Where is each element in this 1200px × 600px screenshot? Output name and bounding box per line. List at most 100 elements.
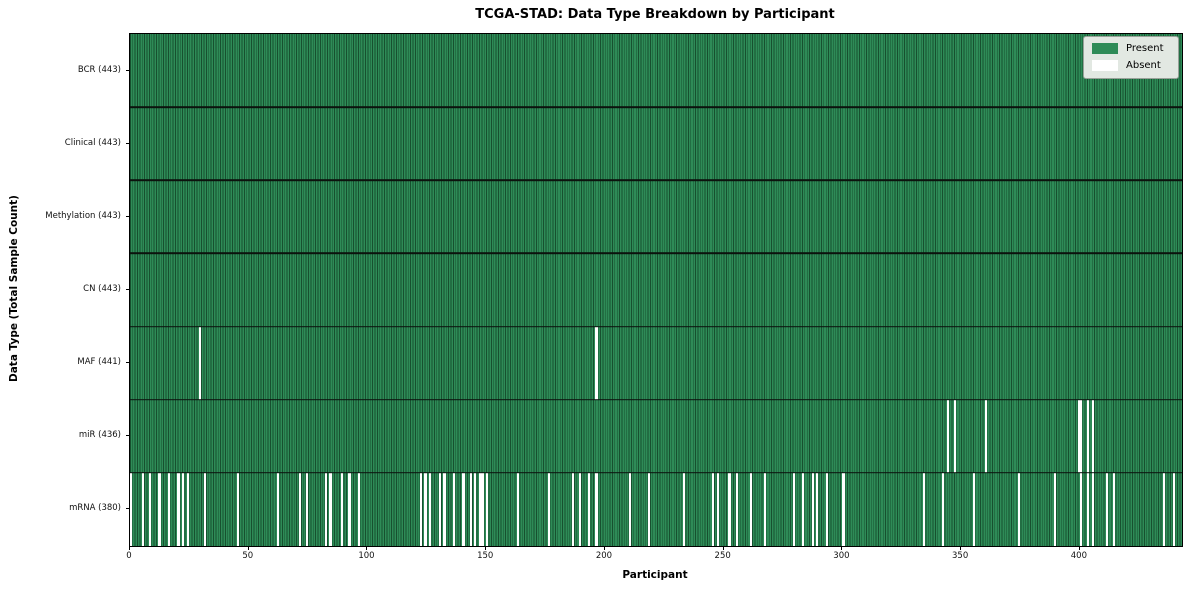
- x-tick-label-250: 250: [714, 551, 731, 561]
- absent-bar: [479, 472, 482, 546]
- row-separator: [130, 472, 1182, 474]
- x-tick-mark: [960, 546, 962, 550]
- absent-bar: [1087, 472, 1090, 546]
- y-tick-label-mrna: mRNA (380): [69, 503, 121, 514]
- absent-bar: [764, 472, 767, 546]
- absent-bar: [647, 472, 650, 546]
- x-tick-label-100: 100: [358, 551, 375, 561]
- y-tick-mark: [125, 362, 129, 364]
- y-tick-mark: [125, 435, 129, 437]
- x-tick-label-150: 150: [477, 551, 494, 561]
- legend-absent-swatch: [1092, 60, 1118, 71]
- absent-bar: [1077, 399, 1080, 473]
- absent-bar: [236, 472, 239, 546]
- absent-bar: [158, 472, 161, 546]
- absent-bar: [341, 472, 344, 546]
- absent-bar: [277, 472, 280, 546]
- y-tick-label-cn: CN (443): [83, 284, 121, 294]
- absent-bar: [429, 472, 432, 546]
- absent-bar: [148, 472, 152, 546]
- absent-bar: [578, 472, 581, 546]
- absent-bar: [1106, 472, 1109, 546]
- y-tick-label-clinical: Clinical (443): [64, 137, 121, 148]
- absent-bar: [588, 472, 591, 546]
- absent-bar: [1091, 399, 1094, 473]
- absent-bar: [946, 399, 950, 473]
- absent-bar: [324, 472, 327, 546]
- absent-bar: [141, 472, 144, 546]
- absent-bar: [1018, 472, 1021, 546]
- absent-bar: [419, 472, 422, 546]
- x-tick-mark: [1078, 546, 1080, 550]
- absent-bar: [711, 472, 714, 546]
- absent-bar: [1079, 399, 1083, 473]
- absent-bar: [186, 472, 190, 546]
- absent-bar: [1163, 472, 1166, 546]
- absent-bar: [424, 472, 427, 546]
- row-bcr: [130, 34, 1182, 108]
- absent-bar: [357, 472, 361, 546]
- y-tick-mark: [125, 69, 129, 71]
- row-methylation: [130, 180, 1182, 254]
- absent-bar: [973, 472, 976, 546]
- absent-bar: [486, 472, 489, 546]
- row-separator: [130, 106, 1182, 108]
- absent-bar: [469, 472, 472, 546]
- row-clinical: [130, 107, 1182, 181]
- absent-bar: [1053, 472, 1056, 546]
- absent-bar: [517, 472, 520, 546]
- x-tick-mark: [841, 546, 843, 550]
- absent-bar: [942, 472, 945, 546]
- x-tick-mark: [247, 546, 249, 550]
- legend-present-swatch: [1092, 43, 1118, 54]
- row-mir: [130, 399, 1182, 473]
- absent-bar: [571, 472, 574, 546]
- absent-bar: [1172, 472, 1175, 546]
- absent-bar: [298, 472, 301, 546]
- absent-bar: [203, 472, 206, 546]
- x-tick-label-0: 0: [126, 551, 132, 561]
- absent-bar: [923, 472, 926, 546]
- absent-bar: [474, 472, 477, 546]
- row-separator: [130, 252, 1182, 255]
- absent-bar: [842, 472, 845, 546]
- y-tick-mark: [125, 215, 129, 217]
- row-separator: [130, 398, 1182, 401]
- x-axis-label: Participant: [622, 569, 688, 581]
- absent-bar: [595, 472, 598, 546]
- absent-bar: [305, 472, 308, 546]
- x-tick-mark: [129, 546, 130, 550]
- row-cn: [130, 253, 1182, 327]
- legend-entry-absent: Absent: [1092, 60, 1170, 71]
- x-tick-label-50: 50: [242, 551, 254, 561]
- y-tick-label-maf: MAF (441): [77, 357, 121, 368]
- legend: Present Absent: [1083, 36, 1179, 79]
- absent-bar: [1087, 399, 1090, 473]
- absent-bar: [954, 399, 957, 473]
- absent-bar: [683, 472, 686, 546]
- absent-bar: [1113, 472, 1116, 546]
- absent-bar: [348, 472, 351, 546]
- y-tick-label-methylation: Methylation (443): [45, 210, 121, 221]
- x-tick-label-200: 200: [595, 551, 613, 561]
- x-tick-mark: [603, 546, 605, 550]
- absent-bar: [1091, 472, 1094, 546]
- x-tick-label-350: 350: [952, 551, 969, 561]
- y-tick-label-bcr: BCR (443): [77, 64, 121, 75]
- y-tick-mark: [125, 142, 129, 144]
- absent-bar: [177, 472, 180, 546]
- row-maf: [130, 326, 1182, 400]
- absent-bar: [443, 472, 446, 546]
- heatmap-plot: [129, 33, 1183, 547]
- absent-bar: [728, 472, 731, 546]
- absent-bar: [825, 472, 828, 546]
- y-tick-mark: [125, 289, 129, 290]
- x-tick-mark: [722, 546, 724, 550]
- x-tick-mark: [366, 546, 368, 550]
- row-separator: [130, 325, 1182, 328]
- legend-absent-label: Absent: [1126, 60, 1161, 71]
- absent-bar: [1079, 472, 1083, 546]
- absent-bar: [802, 472, 805, 546]
- absent-bar: [130, 472, 133, 546]
- absent-bar: [198, 326, 201, 400]
